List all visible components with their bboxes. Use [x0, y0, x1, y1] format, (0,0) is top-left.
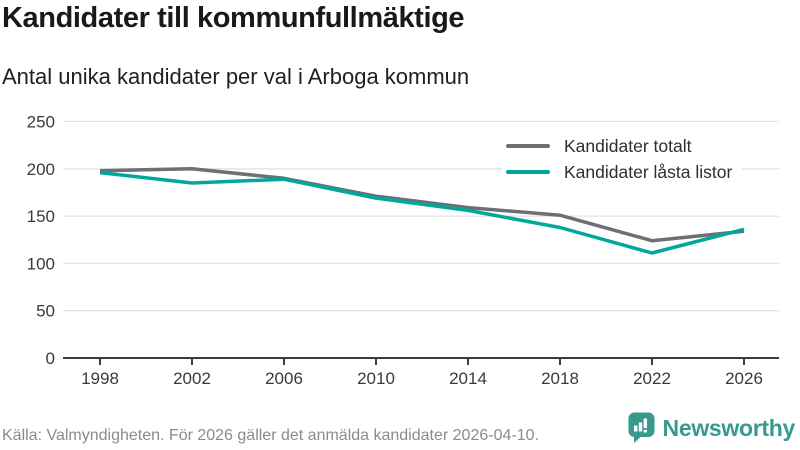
x-axis-tick-label: 2010 — [357, 369, 395, 388]
legend-item-locked-lists: Kandidater låsta listor — [506, 159, 732, 185]
legend-label-locked-lists: Kandidater låsta listor — [564, 161, 733, 182]
logo-bar-icon — [638, 422, 642, 432]
x-axis-tick-label: 2006 — [265, 369, 303, 388]
y-axis-tick-label: 250 — [27, 113, 55, 132]
y-axis-tick-label: 200 — [27, 160, 55, 179]
chart-title: Kandidater till kommunfullmäktige — [2, 2, 465, 34]
logo-exclamation-icon — [643, 418, 647, 428]
legend: Kandidater totalt Kandidater låsta listo… — [502, 132, 743, 188]
newsworthy-logo-text: Newsworthy — [662, 414, 796, 441]
x-axis-tick-label: 2002 — [173, 369, 211, 388]
x-axis-tick-label: 2018 — [541, 369, 579, 388]
y-axis-tick-label: 50 — [36, 302, 55, 321]
legend-item-total: Kandidater totalt — [506, 133, 732, 159]
x-axis-tick-label: 2022 — [633, 369, 671, 388]
legend-swatch-locked-lists — [506, 170, 550, 174]
x-axis-tick-label: 2026 — [725, 369, 763, 388]
y-axis-tick-label: 100 — [27, 254, 55, 273]
legend-label-total: Kandidater totalt — [564, 135, 692, 156]
logo-bar-icon — [633, 425, 637, 432]
logo-exclamation-dot-icon — [643, 429, 647, 433]
legend-swatch-total — [506, 144, 550, 148]
chart-subtitle: Antal unika kandidater per val i Arboga … — [2, 64, 470, 89]
y-axis-tick-label: 0 — [46, 349, 55, 368]
newsworthy-logo-icon — [628, 412, 655, 443]
series-line-total — [99, 167, 745, 243]
y-axis-tick-label: 150 — [27, 207, 55, 226]
series-line-locked-lists — [99, 170, 745, 255]
x-axis-tick-label: 2014 — [449, 369, 487, 388]
source-note: Källa: Valmyndigheten. För 2026 gäller d… — [2, 427, 539, 444]
x-axis-tick-label: 1998 — [81, 369, 119, 388]
newsworthy-logo: Newsworthy — [627, 411, 795, 445]
